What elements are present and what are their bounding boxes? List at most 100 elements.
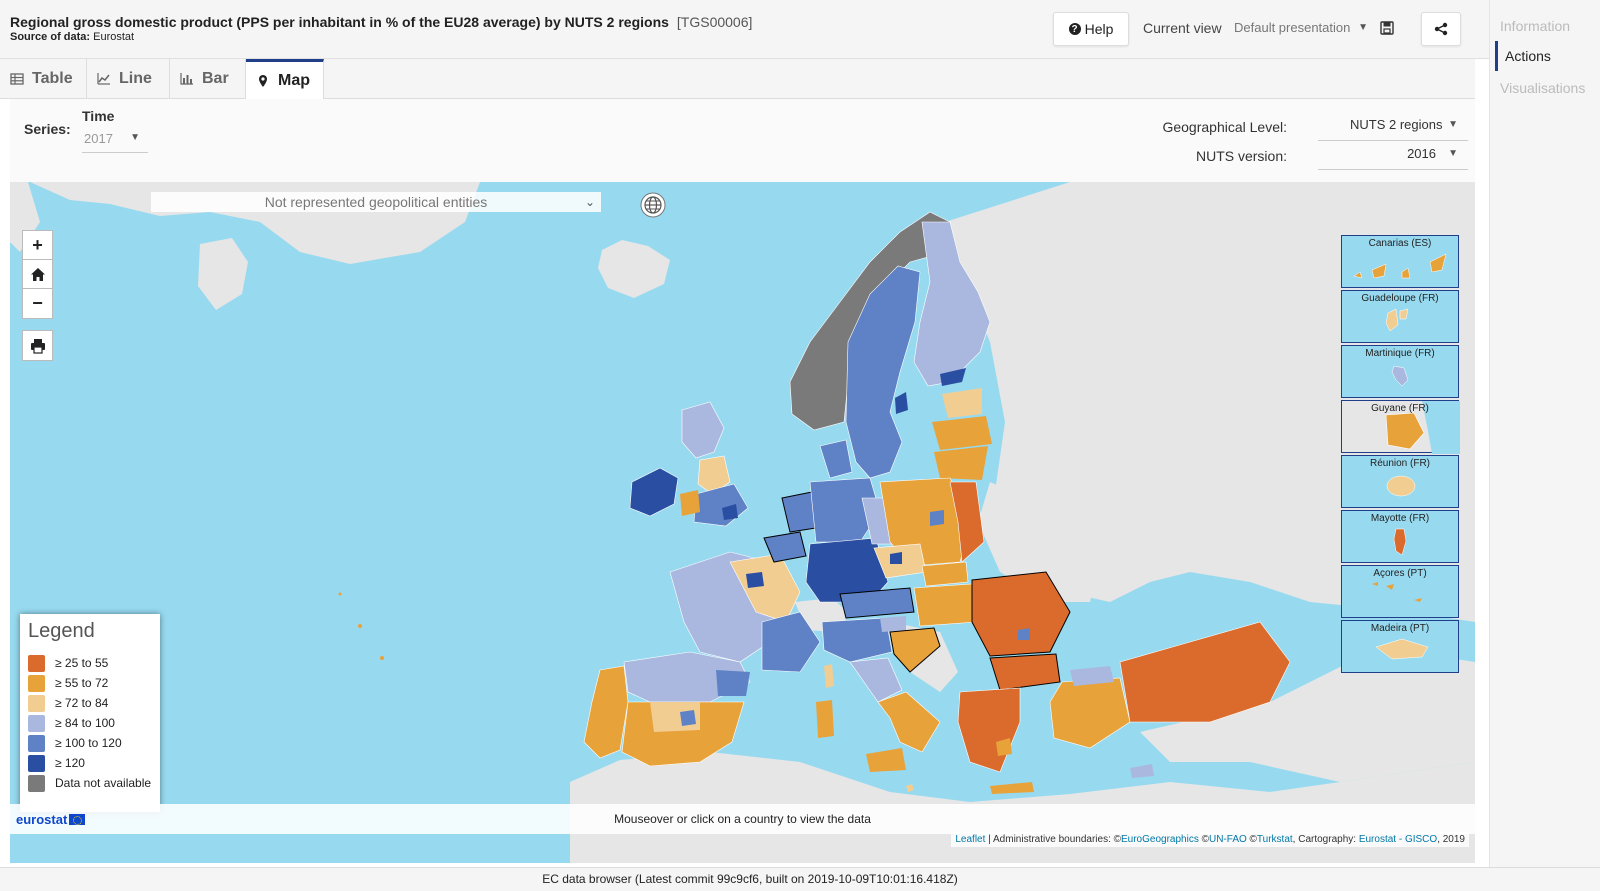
geo-level-select[interactable]: NUTS 2 regions ▼ [1318,117,1468,141]
time-select[interactable]: 2017 ▼ [82,131,148,153]
slovenia-region[interactable] [880,616,906,632]
latvia-region[interactable] [932,416,992,450]
madrid-region[interactable] [680,710,696,726]
inset-acores[interactable]: Açores (PT) [1341,565,1459,618]
bucharest-region[interactable] [1018,628,1030,640]
zoom-out-button[interactable]: − [22,288,53,319]
italy-south-region[interactable] [877,691,941,753]
legend-item: ≥ 72 to 84 [28,694,108,712]
logo-text: eurostat [16,812,68,827]
ile-de-france-region[interactable] [746,572,764,588]
print-button[interactable] [22,330,53,361]
inset-label: Réunion (FR) [1369,458,1431,469]
view-tabs: Table Line Bar Map [0,59,1475,100]
sicily-region[interactable] [866,748,906,772]
wales-region[interactable] [680,490,700,516]
help-button[interactable]: ? Help [1053,12,1129,46]
denmark-region[interactable] [819,439,853,479]
hover-hint: Mouseover or click on a country to view … [614,812,871,826]
bar-chart-icon [180,73,193,85]
inset-guyane[interactable]: Guyane (FR) [1341,400,1460,454]
share-button[interactable] [1421,12,1461,46]
zoom-in-button[interactable]: + [22,230,53,261]
crete-region[interactable] [990,782,1034,794]
gisco-link[interactable]: Eurostat - GISCO [1358,834,1438,845]
turkey-west-region[interactable] [1049,677,1131,749]
footer-bar: EC data browser (Latest commit 99c9cf6, … [0,867,1600,891]
london-region[interactable] [722,504,738,520]
attribution-text: | Administrative boundaries: © [985,834,1121,845]
save-icon[interactable] [1380,21,1394,35]
poland-region[interactable] [879,477,973,567]
inset-label: Guadeloupe (FR) [1361,293,1439,304]
istanbul-region[interactable] [1070,666,1114,686]
romania-region[interactable] [971,571,1071,657]
home-icon [30,267,45,281]
inset-reunion[interactable]: Réunion (FR) [1341,455,1459,508]
inset-map [1353,253,1447,279]
inset-mayotte[interactable]: Mayotte (FR) [1341,510,1459,563]
eurostat-logo: eurostat [16,812,86,827]
canada-landmass [10,182,40,252]
inset-label: Martinique (FR) [1365,348,1435,359]
finland-region[interactable] [913,221,991,387]
home-button[interactable] [22,259,53,290]
choropleth-map[interactable]: Not represented geopolitical entities ⌄ … [10,182,1475,863]
belgium-region[interactable] [763,531,807,563]
stockholm-region[interactable] [895,392,908,414]
map-canvas[interactable] [10,182,1475,863]
bulgaria-region[interactable] [989,653,1061,691]
iceland-island [598,240,670,298]
unfao-link[interactable]: UN-FAO [1208,834,1247,845]
tab-line[interactable]: Line [87,59,170,99]
eurogeographics-link[interactable]: EuroGeographics [1121,834,1199,845]
inset-canarias[interactable]: Canarias (ES) [1341,235,1459,288]
side-item-visualisations[interactable]: Visualisations [1500,80,1586,96]
malta-region[interactable] [906,784,914,792]
croatia-region[interactable] [889,627,941,673]
italy-centre-region[interactable] [849,657,903,703]
cyprus-region[interactable] [1130,764,1154,778]
azores-island [338,592,342,596]
sardinia-region[interactable] [816,700,834,738]
greece-region[interactable] [957,687,1021,773]
poland-east-region[interactable] [949,481,985,563]
england-south-region[interactable] [693,483,749,527]
belarus-ukraine-landmass [978,482,1100,602]
tab-line-label: Line [119,70,152,87]
helsinki-region[interactable] [940,368,966,386]
turkey-central-region[interactable] [1119,621,1291,723]
nuts-version-select[interactable]: 2016 ▼ [1318,146,1468,170]
slovakia-region[interactable] [921,561,969,587]
npge-select[interactable]: Not represented geopolitical entities ⌄ [151,192,601,212]
side-item-information[interactable]: Information [1500,18,1571,34]
sweden-region[interactable] [845,265,921,479]
catalonia-region[interactable] [716,670,750,696]
globe-icon[interactable] [640,192,666,218]
netherlands-region[interactable] [781,491,817,533]
scotland-region[interactable] [681,401,725,459]
tab-bar[interactable]: Bar [170,59,246,99]
inset-martinique[interactable]: Martinique (FR) [1341,345,1459,398]
tab-map[interactable]: Map [246,59,324,100]
france-south-east-region[interactable] [761,611,821,673]
corsica-region[interactable] [824,664,834,688]
hungary-region[interactable] [913,583,977,627]
attica-region[interactable] [996,738,1012,756]
estonia-region[interactable] [942,388,982,418]
inset-madeira[interactable]: Madeira (PT) [1341,620,1459,673]
portugal-region[interactable] [583,665,629,759]
inset-guadeloupe[interactable]: Guadeloupe (FR) [1341,290,1459,343]
tab-table[interactable]: Table [0,59,87,99]
current-view-select[interactable]: Default presentation ▼ [1234,20,1374,35]
side-item-actions[interactable]: Actions [1495,41,1551,71]
prague-region[interactable] [890,552,902,564]
warsaw-region[interactable] [930,510,944,526]
italy-north-region[interactable] [821,617,893,663]
lithuania-region[interactable] [934,446,988,480]
tab-bar-label: Bar [202,70,229,87]
ireland-region[interactable] [629,467,679,517]
leaflet-link[interactable]: Leaflet [955,834,986,845]
austria-region[interactable] [839,587,915,619]
turkstat-link[interactable]: Turkstat [1256,834,1293,845]
